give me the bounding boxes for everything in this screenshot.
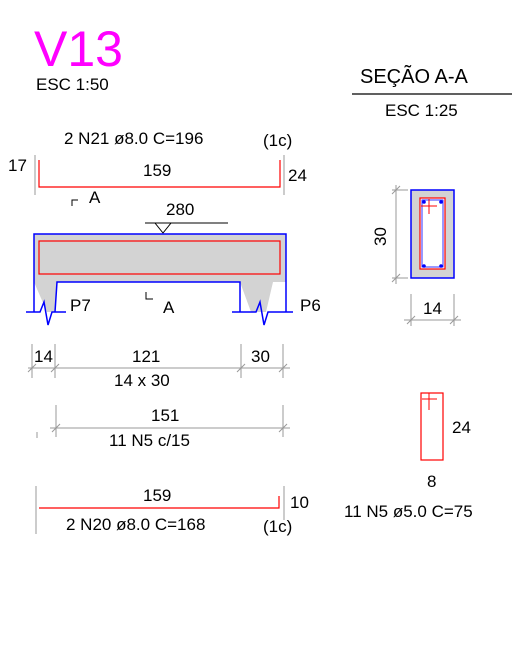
beam-title: V13 <box>34 21 123 77</box>
top-bar-label: 2 N21 ø8.0 C=196 <box>64 129 203 148</box>
stirrup-length: 151 <box>151 406 179 425</box>
support-right-break <box>232 299 293 326</box>
top-bar-left-hook: 17 <box>8 156 27 175</box>
beam-concrete <box>34 234 286 312</box>
span-middle: 121 <box>132 347 160 366</box>
beam-scale: ESC 1:50 <box>36 75 109 94</box>
section-height-dim <box>391 185 408 284</box>
bottom-bar-right-hook: 10 <box>290 493 309 512</box>
stirrups-spec: 11 N5 c/15 <box>109 431 190 450</box>
bottom-bar-label: 2 N20 ø8.0 C=168 <box>66 515 205 534</box>
rebar-dot-br <box>439 264 443 268</box>
span-left: 14 <box>34 347 53 366</box>
bottom-rebar <box>39 496 280 509</box>
span-right: 30 <box>251 347 270 366</box>
beam-bottom-outline <box>54 281 241 313</box>
section-mark-bottom <box>145 292 153 300</box>
section-mark-top-label: A <box>89 188 101 207</box>
span-dimension-lines <box>27 344 290 378</box>
beam-stirrup-long <box>38 240 281 275</box>
load-arrow-icon <box>153 222 173 234</box>
section-stirrup <box>419 197 446 270</box>
bottom-bar-length: 159 <box>143 486 171 505</box>
section-mark-top <box>71 199 78 206</box>
stirrup-detail-shape <box>420 392 444 461</box>
load-value: 280 <box>166 200 194 219</box>
section-width-dim <box>404 294 461 326</box>
section-title: SEÇÃO A-A <box>360 64 468 88</box>
stirrup-detail-label: 11 N5 ø5.0 C=75 <box>344 502 473 521</box>
rebar-dot-tl <box>422 200 426 204</box>
support-left-label: P7 <box>70 296 91 315</box>
support-left-break <box>26 299 66 326</box>
stirrup-detail-width: 8 <box>427 472 436 491</box>
section-size: 14 x 30 <box>114 371 170 390</box>
section-height: 30 <box>371 227 390 246</box>
rebar-dot-bl <box>422 264 426 268</box>
top-rebar <box>38 160 281 188</box>
top-bar-length: 159 <box>143 161 171 180</box>
bottom-bar-suffix: (1c) <box>263 517 292 536</box>
top-bar-right-hook: 24 <box>288 166 307 185</box>
section-width: 14 <box>423 299 442 318</box>
support-right-label: P6 <box>300 296 321 315</box>
stirrup-dimension-lines <box>36 405 290 438</box>
stirrup-detail-height: 24 <box>452 418 471 437</box>
beam-outline <box>33 233 287 312</box>
section-mark-bottom-label: A <box>163 298 175 317</box>
section-stirrup-inner <box>421 199 444 268</box>
rebar-dot-tr <box>439 200 443 204</box>
section-scale: ESC 1:25 <box>385 101 458 120</box>
top-bar-suffix: (1c) <box>263 131 292 150</box>
